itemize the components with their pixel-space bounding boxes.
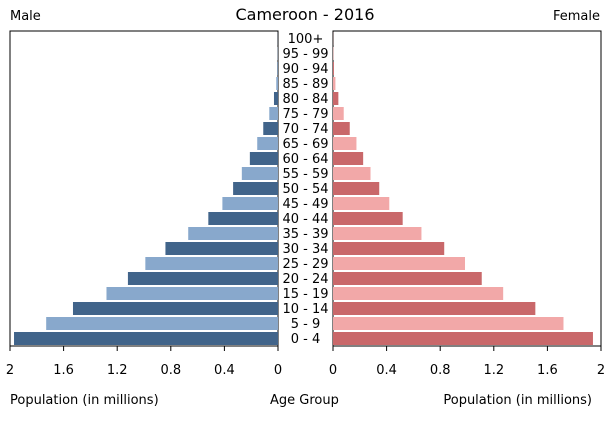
age-group-label: 90 - 94 [282,62,328,77]
female-bar [333,152,364,165]
male-bar [106,287,278,300]
age-group-label: 55 - 59 [282,167,328,182]
female-bar [333,317,564,330]
age-group-label: 65 - 69 [282,137,328,152]
female-x-tick-label: 0.8 [430,363,451,378]
female-bar [333,242,445,255]
female-bar [333,62,334,75]
male-x-tick-label: 0.4 [214,363,235,378]
age-group-label: 95 - 99 [282,47,328,62]
female-x-tick-label: 2 [597,363,605,378]
age-group-label: 60 - 64 [282,152,328,167]
male-bar [14,332,279,345]
female-label: Female [552,9,600,24]
x-axis-label-center: Age Group [270,393,339,408]
male-bar [165,242,278,255]
male-bar [277,62,278,75]
age-group-label: 30 - 34 [282,242,328,257]
age-group-label: 5 - 9 [291,317,321,332]
female-bar [333,137,357,150]
female-bar [333,107,344,120]
male-x-tick-label: 0 [274,363,282,378]
age-group-label: 75 - 79 [282,107,328,122]
male-bar [46,317,279,330]
male-bar [241,167,278,180]
female-bar [333,257,465,270]
age-group-label: 50 - 54 [282,182,328,197]
male-bar [269,107,278,120]
female-bar [333,92,339,105]
female-bar [333,272,482,285]
male-x-tick-label: 0.8 [160,363,181,378]
male-bar [188,227,278,240]
female-bar [333,77,336,90]
x-axis-label-left: Population (in millions) [10,393,159,408]
male-bar [72,302,278,315]
female-bar [333,332,593,345]
female-bar [333,122,350,135]
age-group-label: 0 - 4 [291,332,321,347]
age-group-label: 100+ [288,32,324,47]
male-bar [127,272,278,285]
age-group-label: 80 - 84 [282,92,328,107]
male-x-tick-label: 1.2 [107,363,128,378]
x-axis-label-right: Population (in millions) [443,393,592,408]
female-x-tick-label: 1.2 [483,363,504,378]
female-x-tick-label: 0.4 [376,363,397,378]
female-bar [333,182,380,195]
male-bar [273,92,278,105]
female-bar [333,197,390,210]
male-bar [233,182,278,195]
age-group-label: 70 - 74 [282,122,328,137]
age-group-label: 15 - 19 [282,287,328,302]
male-bar [208,212,278,225]
male-x-tick-label: 1.6 [53,363,74,378]
male-label: Male [10,9,41,24]
male-bar [276,77,278,90]
male-bar [257,137,278,150]
age-group-label: 10 - 14 [282,302,328,317]
female-bar [333,302,536,315]
male-x-tick-label: 2 [6,363,14,378]
male-bar [222,197,278,210]
age-group-label: 25 - 29 [282,257,328,272]
male-bar [249,152,278,165]
female-bar [333,167,371,180]
age-group-label: 35 - 39 [282,227,328,242]
age-group-label: 20 - 24 [282,272,328,287]
age-group-label: 40 - 44 [282,212,328,227]
female-x-tick-label: 1.6 [537,363,558,378]
chart-title: Cameroon - 2016 [235,5,375,24]
male-bar [263,122,278,135]
age-group-label: 45 - 49 [282,197,328,212]
female-bar [333,287,504,300]
female-x-tick-label: 0 [329,363,337,378]
age-group-label: 85 - 89 [282,77,328,92]
male-bar [145,257,278,270]
female-bar [333,212,403,225]
female-bar [333,227,422,240]
